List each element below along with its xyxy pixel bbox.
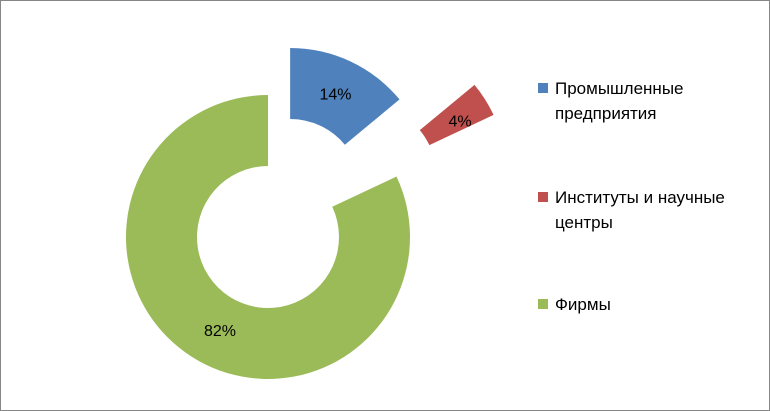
legend-label-industrial: Промышленные предприятия <box>555 79 684 123</box>
data-label-institutes: 4% <box>448 113 471 130</box>
legend-item-industrial: Промышленные предприятия <box>538 76 763 126</box>
slice-industrial <box>290 47 400 145</box>
legend-swatch-institutes <box>538 192 548 202</box>
data-label-firms: 82% <box>204 323 236 340</box>
legend-swatch-industrial <box>538 83 548 93</box>
data-label-industrial: 14% <box>319 87 351 104</box>
slice-institutes <box>419 84 494 146</box>
legend-label-institutes: Институты и научные центры <box>555 188 725 232</box>
legend: Промышленные предприятия Институты и нау… <box>538 76 763 317</box>
legend-label-firms: Фирмы <box>555 295 611 314</box>
legend-item-firms: Фирмы <box>538 292 763 317</box>
slice-firms <box>126 95 410 379</box>
legend-swatch-firms <box>538 299 548 309</box>
legend-item-institutes: Институты и научные центры <box>538 185 763 235</box>
